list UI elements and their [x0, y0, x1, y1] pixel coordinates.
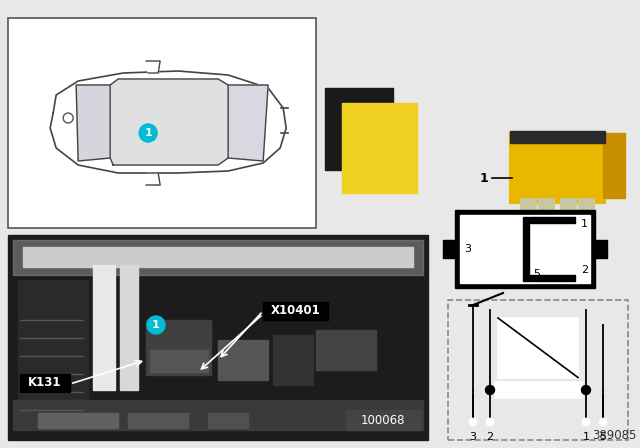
Text: X10401: X10401: [271, 305, 321, 318]
Bar: [538, 198, 554, 216]
Bar: [595, 240, 607, 258]
Bar: [603, 133, 625, 198]
Bar: [443, 240, 455, 258]
Bar: [325, 88, 393, 170]
Bar: [460, 215, 590, 283]
Bar: [510, 131, 605, 143]
Text: 1: 1: [581, 219, 588, 229]
Bar: [578, 198, 594, 216]
Bar: [523, 217, 529, 281]
Bar: [20, 374, 70, 392]
Text: 2: 2: [581, 265, 588, 275]
Circle shape: [139, 124, 157, 142]
Text: 1: 1: [479, 172, 488, 185]
Polygon shape: [228, 85, 268, 161]
Bar: [273, 335, 313, 385]
Text: 5: 5: [600, 432, 607, 442]
Bar: [218, 340, 268, 380]
Circle shape: [470, 418, 477, 426]
Bar: [38, 413, 118, 428]
Bar: [455, 210, 595, 288]
Bar: [530, 217, 575, 223]
Bar: [208, 413, 248, 428]
Circle shape: [486, 418, 493, 426]
Polygon shape: [146, 61, 160, 73]
Text: 100068: 100068: [361, 414, 405, 426]
Text: 1: 1: [152, 320, 160, 330]
Bar: [560, 198, 576, 216]
Bar: [346, 410, 421, 430]
Bar: [495, 382, 582, 398]
Polygon shape: [146, 173, 160, 185]
Polygon shape: [110, 79, 228, 165]
Polygon shape: [50, 71, 286, 173]
Bar: [128, 413, 188, 428]
Bar: [146, 320, 211, 375]
Circle shape: [582, 418, 589, 426]
Text: 1: 1: [144, 128, 152, 138]
Bar: [316, 330, 376, 370]
Text: 2: 2: [486, 432, 493, 442]
Bar: [18, 280, 88, 420]
Bar: [263, 302, 328, 320]
Circle shape: [582, 385, 591, 395]
Bar: [120, 265, 138, 390]
Bar: [520, 198, 536, 216]
Text: 3: 3: [464, 244, 471, 254]
Bar: [8, 18, 316, 228]
Bar: [530, 275, 575, 281]
Bar: [510, 133, 605, 203]
Text: 389085: 389085: [593, 429, 637, 442]
Bar: [13, 240, 423, 275]
Bar: [23, 247, 413, 267]
Bar: [150, 350, 208, 372]
Bar: [342, 103, 417, 193]
Bar: [498, 318, 578, 378]
Text: K131: K131: [28, 376, 61, 389]
Text: 5: 5: [533, 269, 540, 279]
Circle shape: [147, 316, 165, 334]
Bar: [13, 400, 423, 430]
Polygon shape: [76, 85, 110, 161]
Text: 1: 1: [582, 432, 589, 442]
Circle shape: [486, 385, 495, 395]
Bar: [8, 235, 428, 440]
Bar: [448, 300, 628, 440]
Text: 3: 3: [470, 432, 477, 442]
Bar: [93, 265, 115, 390]
Circle shape: [600, 418, 607, 426]
